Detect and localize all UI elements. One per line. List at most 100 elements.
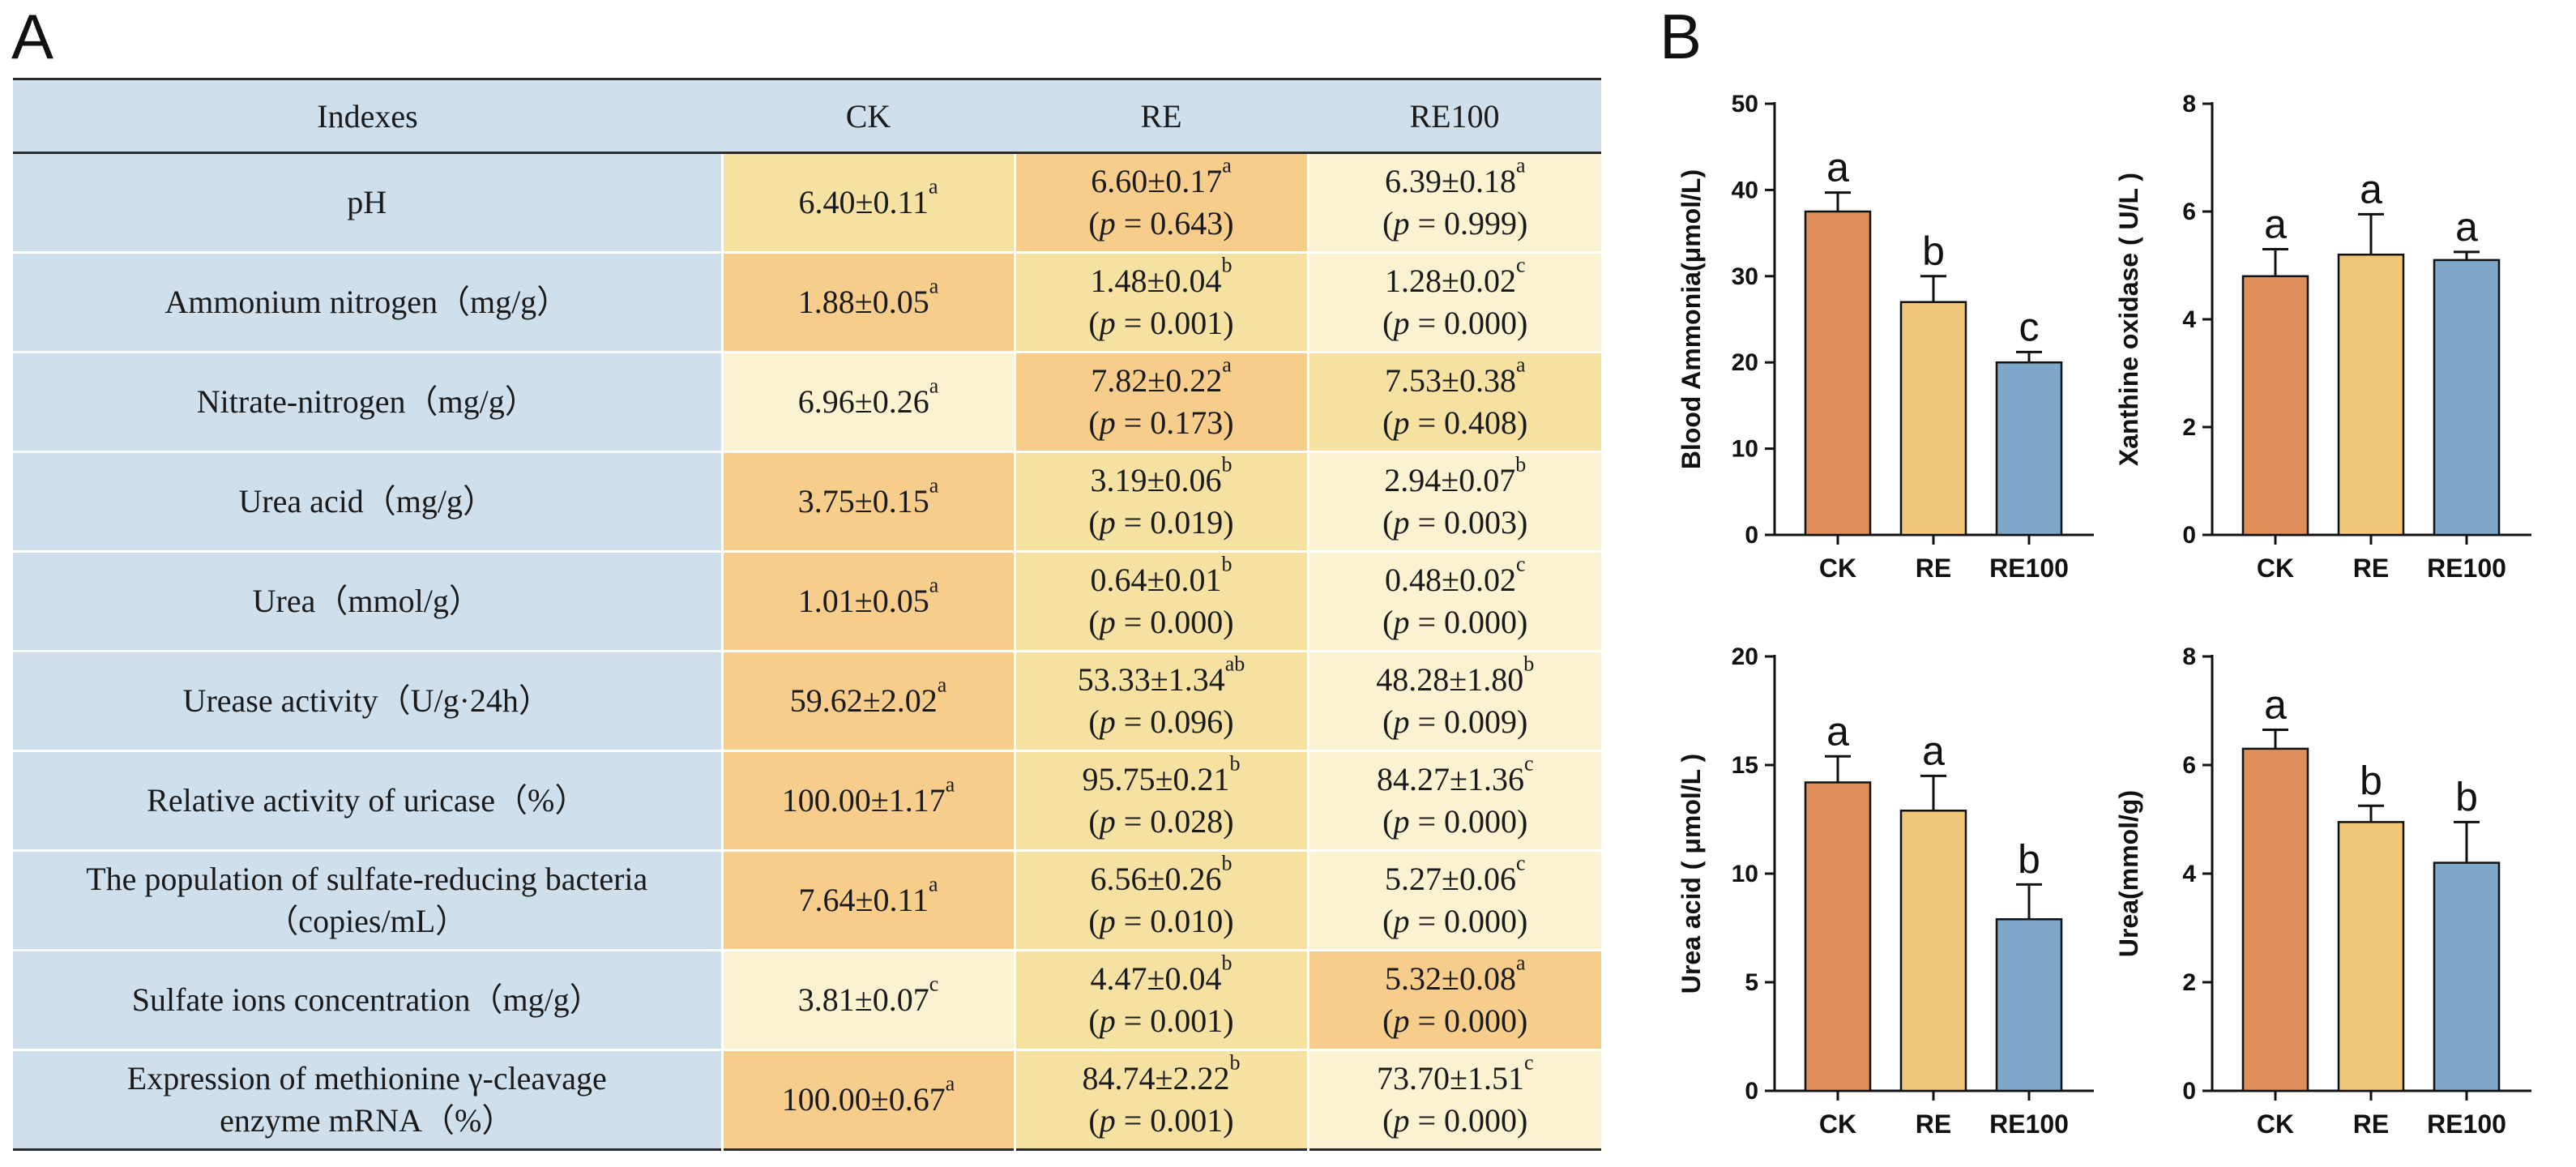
bar-re (2337, 821, 2405, 1092)
p-value-number: 0.001 (1150, 1002, 1224, 1039)
y-tick-label: 5 (1745, 969, 1758, 996)
x-category-label: RE100 (2427, 1109, 2506, 1139)
y-tick-label: 30 (1732, 263, 1758, 290)
bar-re (2337, 253, 2405, 536)
p-value: (p = 0.001) (1088, 1102, 1234, 1139)
p-value: (p = 0.000) (1382, 305, 1528, 341)
x-category-label: RE (1916, 1109, 1951, 1139)
y-tick-label: 2 (2182, 969, 2196, 996)
bar-chart-3: 0 5 10 15 20 Urea acid ( μmol/L ) a CK a RE b RE100 (1677, 643, 2094, 1139)
cell-ck: 59.62±2.02a (720, 651, 1015, 752)
y-tick-label: 0 (2182, 1078, 2196, 1105)
p-value-number: 0.000 (1444, 903, 1518, 939)
cell-re100: 5.27±0.06c (p = 0.000) (1306, 850, 1601, 951)
row-index-label: Relative activity of uricase（%） (13, 750, 722, 852)
cell-ck: 6.96±0.26a (720, 352, 1015, 453)
cell-value: 5.32±0.08a (1385, 952, 1526, 997)
y-tick-label: 0 (1745, 522, 1758, 549)
mean-sd: 73.70±1.51 (1377, 1060, 1524, 1096)
cell-re: 7.82±0.22a (p = 0.173) (1013, 352, 1308, 453)
p-value-number: 0.643 (1150, 205, 1224, 242)
cell-re100: 6.39±0.18a (p = 0.999) (1306, 152, 1601, 254)
table-row: The population of sulfate-reducing bacte… (13, 850, 1601, 951)
x-category-label: CK (2257, 1109, 2294, 1139)
p-value: (p = 0.028) (1088, 803, 1234, 840)
cell-ck: 6.40±0.11a (720, 152, 1015, 254)
p-value: (p = 0.000) (1382, 803, 1528, 840)
significance-superscript: ab (1224, 652, 1245, 676)
significance-letter: a (2360, 166, 2382, 212)
row-label-text: The population of sulfate-reducing bacte… (86, 861, 648, 897)
x-category-label: RE (1916, 554, 1951, 583)
y-tick-label: 40 (1732, 177, 1758, 203)
significance-superscript: a (945, 1071, 955, 1096)
y-tick-label: 20 (1732, 643, 1758, 670)
cell-re100: 5.32±0.08a (p = 0.000) (1306, 950, 1601, 1051)
significance-superscript: a (937, 673, 947, 697)
mean-sd: 2.94±0.07 (1384, 462, 1516, 498)
table-row: Urea（mmol/g） 1.01±0.05a 0.64±0.01b (p = 0.0… (13, 551, 1601, 652)
cell-re100: 1.28±0.02c (p = 0.000) (1306, 252, 1601, 353)
cell-re100: 73.70±1.51c (p = 0.000) (1306, 1049, 1601, 1150)
cell-re100: 7.53±0.38a (p = 0.408) (1306, 352, 1601, 453)
cell-value: 7.53±0.38a (1385, 354, 1526, 399)
p-value: (p = 0.010) (1088, 903, 1234, 939)
mean-sd: 6.40±0.11 (798, 184, 929, 220)
row-label-text: Ammonium nitrogen（mg/g） (164, 284, 570, 320)
p-value: (p = 0.000) (1382, 903, 1528, 939)
significance-superscript: c (1523, 1050, 1534, 1075)
table-header-row: Indexes CK RE RE100 (13, 79, 1601, 154)
y-tick-label: 0 (1745, 1078, 1758, 1105)
y-tick-label: 2 (2182, 414, 2196, 441)
mean-sd: 7.64±0.11 (798, 882, 929, 918)
significance-superscript: b (1515, 452, 1527, 477)
significance-superscript: a (929, 573, 939, 597)
significance-superscript: c (1515, 552, 1526, 576)
mean-sd: 1.88±0.05 (797, 284, 929, 320)
cell-re100: 84.27±1.36c (p = 0.000) (1306, 750, 1601, 852)
bar-re100 (2433, 861, 2501, 1092)
x-category-label: CK (2257, 554, 2294, 583)
row-index-label: Ammonium nitrogen（mg/g） (13, 252, 722, 353)
p-value-number: 0.173 (1150, 404, 1224, 441)
mean-sd: 3.19±0.06 (1090, 462, 1222, 498)
x-category-label: CK (1819, 554, 1856, 583)
cell-ck: 7.64±0.11a (720, 850, 1015, 951)
bar-chart-2: 0 2 4 6 8 Xanthine oxidase ( U/L ) a CK a RE a RE10… (2114, 91, 2531, 583)
p-value-number: 0.000 (1444, 803, 1518, 840)
y-tick-label: 50 (1732, 91, 1758, 118)
significance-letter: b (1922, 229, 1945, 274)
significance-superscript: b (1229, 1050, 1241, 1075)
y-tick-label: 8 (2182, 91, 2196, 118)
row-label-text-line2: （copies/mL） (266, 903, 468, 939)
p-value-number: 0.000 (1444, 305, 1518, 341)
significance-letter: b (2455, 774, 2478, 819)
significance-letter: b (2360, 758, 2382, 803)
cell-value: 84.74±2.22b (1083, 1052, 1241, 1096)
significance-superscript: a (929, 374, 939, 398)
significance-superscript: b (1221, 851, 1232, 875)
significance-superscript: c (1515, 253, 1526, 277)
significance-superscript: b (1221, 951, 1232, 975)
cell-value: 6.96±0.26a (798, 375, 939, 420)
table-row: Urease activity（U/g·24h） 59.62±2.02a 53.33… (13, 651, 1601, 752)
table-row: pH 6.40±0.11a 6.60±0.17a (p = 0.643) 6.39±0.… (13, 152, 1601, 254)
cell-ck: 3.81±0.07c (720, 950, 1015, 1051)
p-value: (p = 0.000) (1382, 1102, 1528, 1139)
y-tick-label: 15 (1732, 752, 1758, 779)
row-index-label: Urease activity（U/g·24h） (13, 651, 722, 752)
p-value-number: 0.003 (1444, 504, 1518, 541)
p-value: (p = 0.173) (1088, 404, 1234, 441)
y-tick-label: 6 (2182, 752, 2196, 779)
x-category-label: RE100 (1989, 1109, 2069, 1139)
cell-value: 3.19±0.06b (1090, 454, 1232, 498)
p-value-number: 0.096 (1150, 703, 1224, 740)
significance-superscript: a (1515, 153, 1526, 177)
significance-letter: c (2019, 304, 2040, 349)
cell-re100: 0.48±0.02c (p = 0.000) (1306, 551, 1601, 652)
table-row: Nitrate-nitrogen（mg/g） 6.96±0.26a 7.82±0.2… (13, 352, 1601, 453)
significance-superscript: b (1229, 751, 1241, 776)
significance-superscript: b (1523, 652, 1535, 676)
cell-re: 6.60±0.17a (p = 0.643) (1013, 152, 1308, 254)
cell-re: 3.19±0.06b (p = 0.019) (1013, 451, 1308, 553)
